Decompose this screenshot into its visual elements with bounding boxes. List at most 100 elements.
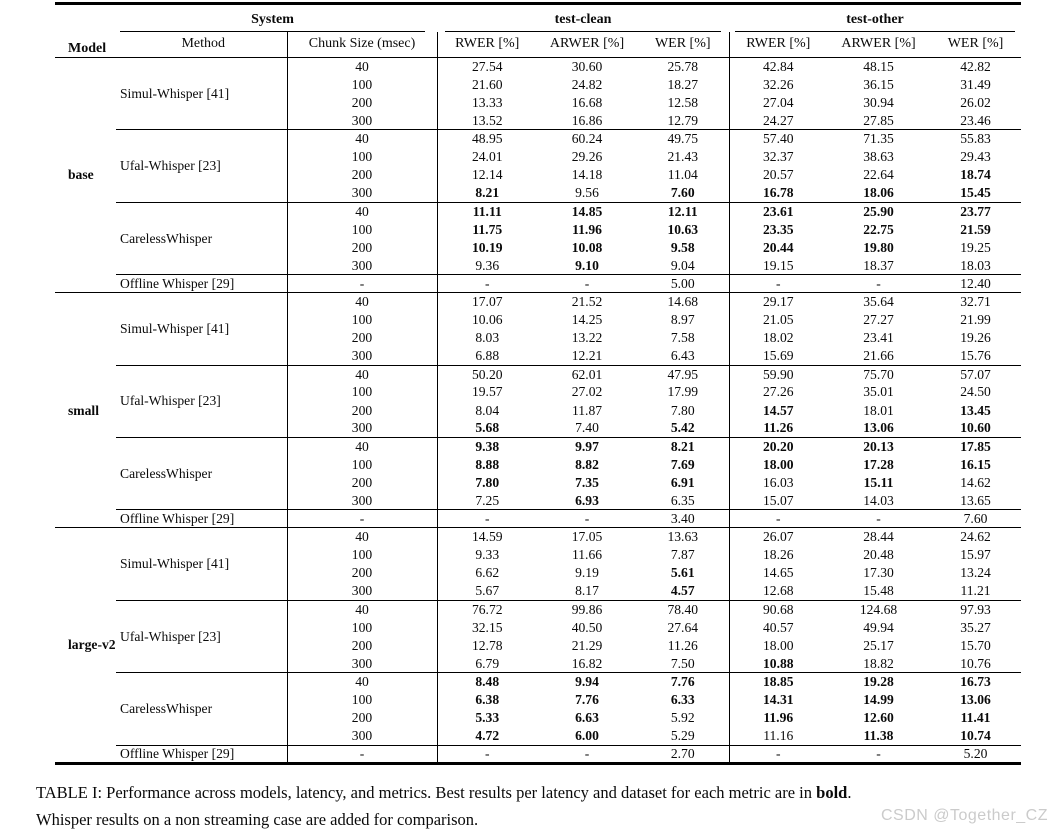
metric-cell: 7.60	[930, 509, 1022, 529]
metric-cell: 42.84	[762, 59, 794, 74]
chunk-cell: 40	[287, 527, 438, 547]
header-row-groups: Model System test-clean test-other	[55, 3, 1021, 58]
metric-cell: 14.59	[471, 529, 503, 545]
table-row: Ufal-Whisper [23] 40 48.95 60.24 49.75 57.40 7…	[55, 129, 1021, 203]
table-row: Offline Whisper [29] - - -2.70- -5.20	[55, 745, 1022, 764]
table-row: 200 8.03 13.22 7.58 18.02 23.41 19.26	[55, 328, 1021, 347]
table-row: 100 6.38 7.76 6.33 14.31 14.99 13.06	[55, 690, 1021, 709]
chunk-cell: -	[287, 509, 438, 529]
table-row: 300 6.79 16.82 7.50 10.88 18.82 10.76	[55, 654, 1022, 674]
metric-cell: 29.43	[960, 149, 991, 165]
method-cell: CarelessWhisper	[116, 202, 288, 276]
metric-cell: -	[437, 509, 537, 529]
caption-bold-word: bold	[816, 783, 848, 802]
table-row: 100 24.01 29.26 21.43 32.37 38.63 29.43	[55, 147, 1021, 167]
metric-cell: 7.40	[537, 419, 637, 438]
metric-cell: 22.75	[863, 221, 894, 237]
metric-cell: 60.24	[571, 131, 603, 147]
metric-cell: 9.97	[575, 438, 599, 454]
chunk-cell: 40	[287, 365, 438, 384]
model-cell: small	[55, 292, 116, 529]
col-header-rwer-clean: RWER [%]	[437, 31, 537, 58]
chunk-cell: 100	[287, 455, 438, 474]
method-cell: CarelessWhisper	[116, 672, 288, 746]
caption-period: .	[847, 783, 852, 802]
metric-cell: 97.93	[960, 601, 991, 617]
table-body: base Simul-Whisper [41] 40 27.54 30.60 25.78 4…	[55, 57, 1022, 764]
metric-cell: 21.43	[637, 147, 730, 167]
chunk-cell: 100	[287, 147, 438, 167]
metric-cell: 23.35	[762, 221, 794, 237]
chunk-cell: 200	[287, 401, 438, 420]
metric-cell: 40.57	[762, 619, 794, 635]
caption-line-2: Whisper results on a non streaming case …	[36, 809, 479, 829]
chunk-cell: 40	[287, 202, 438, 221]
metric-cell: 18.85	[762, 674, 794, 690]
metric-cell: 11.75	[472, 221, 503, 237]
table-row: 300 6.88 12.21 6.43 15.69 21.66 15.76	[55, 347, 1022, 366]
metric-cell: 7.35	[575, 474, 599, 490]
metric-cell: -	[729, 509, 828, 529]
metric-cell: 6.43	[637, 347, 730, 366]
method-cell: Ufal-Whisper [23]	[116, 600, 288, 674]
metric-cell: 59.90	[762, 366, 794, 382]
metric-cell: 90.68	[762, 601, 794, 617]
metric-cell: 5.20	[930, 745, 1022, 764]
metric-cell: 10.74	[930, 726, 1022, 746]
table-row: Offline Whisper [29] - - -3.40- -7.60	[55, 509, 1022, 529]
table-row: 100 10.06 14.25 8.97 21.05 27.27 21.99	[55, 310, 1021, 329]
method-cell: Ufal-Whisper [23]	[116, 129, 288, 203]
metric-cell: 124.68	[859, 601, 898, 617]
metric-cell: 18.00	[762, 456, 794, 472]
metric-cell: 15.76	[930, 347, 1022, 366]
metric-cell: 35.64	[863, 294, 894, 310]
metric-cell: 13.65	[930, 491, 1022, 511]
metric-cell: 12.79	[637, 111, 730, 131]
table-row: 300 9.36 9.10 9.04 19.15 18.37 18.03	[55, 256, 1022, 276]
table-row: 200 12.14 14.18 11.04 20.57 22.64 18.74	[55, 166, 1021, 185]
metric-cell: 10.08	[571, 239, 603, 255]
metric-cell: 14.99	[863, 692, 894, 708]
metric-cell: 9.04	[637, 256, 730, 276]
metric-cell: 6.62	[475, 565, 500, 581]
caption-text: TABLE I: Performance across models, late…	[36, 783, 817, 802]
metric-cell: 14.65	[762, 565, 794, 581]
chunk-cell: 300	[287, 256, 438, 276]
metric-cell: 13.22	[571, 330, 603, 346]
method-cell: Offline Whisper [29]	[116, 745, 288, 764]
metric-cell: 13.52	[437, 111, 537, 131]
metric-cell: 8.82	[575, 456, 599, 472]
table-row: Offline Whisper [29] - - -5.00- -12.40	[55, 274, 1022, 294]
metric-cell: 10.88	[729, 654, 828, 674]
metric-cell: 17.07	[471, 294, 503, 310]
metric-cell: 13.45	[960, 402, 991, 418]
chunk-cell: 40	[287, 292, 438, 311]
chunk-cell: -	[287, 745, 438, 764]
metric-cell: -	[827, 745, 931, 764]
metric-cell: 11.16	[729, 726, 828, 746]
table-row: 200 13.33 16.68 12.58 27.04 30.94 26.02	[55, 93, 1021, 112]
metric-cell: 75.70	[863, 366, 894, 382]
metric-cell: 5.92	[637, 708, 730, 727]
table-row: 200 10.19 10.08 9.58 20.44 19.80 19.25	[55, 238, 1021, 257]
chunk-cell: 300	[287, 184, 438, 203]
metric-cell: 13.06	[827, 419, 931, 438]
metric-cell: -	[729, 274, 828, 294]
metric-cell: 24.27	[729, 111, 828, 131]
metric-cell: 27.54	[471, 59, 503, 74]
metric-cell: 18.01	[863, 402, 894, 418]
metric-cell: 57.40	[762, 131, 794, 147]
col-header-rwer-other: RWER [%]	[729, 31, 828, 58]
chunk-cell: 200	[287, 473, 438, 492]
table-row: 100 8.88 8.82 7.69 18.00 17.28 16.15	[55, 455, 1021, 474]
metric-cell: 24.01	[471, 149, 503, 165]
table-row: 100 11.75 11.96 10.63 23.35 22.75 21.59	[55, 220, 1021, 239]
metric-cell: 62.01	[571, 366, 603, 382]
table-row: 300 13.52 16.86 12.79 24.27 27.85 23.46	[55, 111, 1022, 131]
metric-cell: 19.80	[863, 239, 894, 255]
metric-cell: 29.26	[571, 149, 603, 165]
metric-cell: 5.67	[437, 582, 537, 601]
metric-cell: 21.66	[827, 347, 931, 366]
metric-cell: 48.95	[471, 131, 503, 147]
metric-cell: 18.00	[762, 637, 794, 653]
